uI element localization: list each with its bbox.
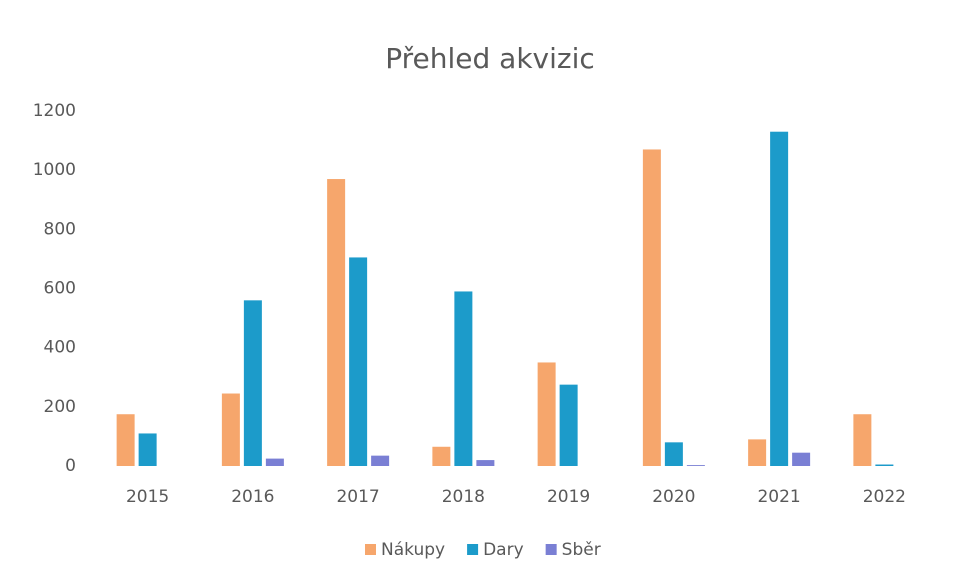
x-tick-label: 2018	[442, 487, 485, 507]
bar	[875, 464, 894, 466]
bar	[243, 300, 262, 466]
x-tick-label: 2015	[126, 487, 169, 507]
bar	[792, 452, 811, 466]
bar	[770, 131, 789, 467]
bar	[748, 439, 767, 466]
bar	[537, 362, 556, 466]
bar	[327, 179, 346, 466]
x-tick-label: 2017	[336, 487, 379, 507]
x-tick-label: 2021	[757, 487, 800, 507]
x-tick-label: 2016	[231, 487, 274, 507]
legend-label: Nákupy	[381, 540, 445, 560]
bar	[642, 149, 661, 467]
bar	[664, 442, 683, 466]
legend-swatch	[545, 544, 557, 555]
x-tick-label: 2022	[863, 487, 906, 507]
y-tick-label: 600	[44, 279, 76, 299]
bar	[559, 384, 578, 466]
bar	[476, 460, 495, 466]
x-tick-label: 2019	[547, 487, 590, 507]
legend-label: Sběr	[562, 540, 601, 560]
bar	[371, 455, 390, 466]
bar	[853, 414, 872, 466]
legend-label: Dary	[483, 540, 524, 560]
bar	[221, 393, 240, 466]
bar	[686, 465, 705, 466]
bar	[116, 414, 135, 466]
legend-swatch	[365, 544, 376, 555]
y-tick-label: 1000	[33, 160, 76, 180]
bar	[349, 257, 368, 466]
bar	[432, 446, 451, 466]
chart-title: Přehled akvizic	[385, 42, 595, 75]
y-tick-label: 1200	[33, 101, 76, 121]
x-tick-label: 2020	[652, 487, 695, 507]
bar	[265, 458, 284, 466]
y-tick-label: 400	[44, 338, 76, 358]
legend-swatch	[467, 544, 479, 555]
y-tick-label: 800	[44, 219, 76, 239]
y-tick-label: 0	[65, 456, 76, 476]
bar	[138, 433, 157, 466]
bar	[454, 291, 473, 466]
y-tick-label: 200	[44, 397, 76, 417]
